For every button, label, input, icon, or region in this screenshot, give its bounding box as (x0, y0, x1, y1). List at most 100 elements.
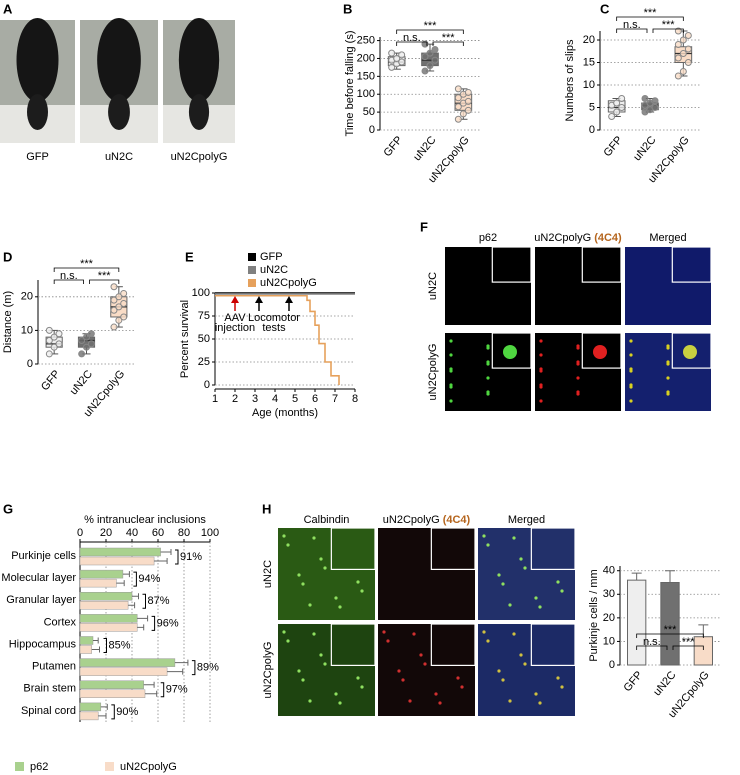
error-bar (665, 570, 675, 583)
x-tick-label: 2 (232, 393, 238, 405)
x-tick-label: 20 (100, 527, 112, 539)
y-tick-label: 250 (357, 34, 375, 46)
bar (693, 636, 714, 666)
y-tick-label: 0 (609, 659, 615, 671)
data-point (55, 340, 63, 348)
puncta (282, 534, 286, 538)
category-label: Cortex (44, 616, 77, 628)
significance-bracket (636, 633, 704, 638)
x-tick-label: 3 (252, 393, 258, 405)
overlap-bracket (191, 660, 196, 676)
puncta (539, 367, 543, 371)
data-point (421, 53, 429, 61)
data-point (388, 49, 396, 57)
significance-label: *** (664, 624, 678, 636)
overlap-bracket (175, 549, 179, 565)
data-point (608, 113, 616, 120)
x-tick-label: 7 (332, 393, 338, 405)
bar (79, 711, 99, 721)
puncta (482, 534, 486, 538)
puncta (539, 339, 543, 343)
puncta (666, 360, 670, 364)
puncta (401, 678, 405, 682)
significance-label: *** (424, 20, 438, 32)
puncta (576, 390, 580, 394)
significance-bracket (672, 645, 704, 650)
puncta (486, 390, 490, 394)
panel-letter: C (600, 1, 610, 16)
significance-label: *** (662, 19, 676, 31)
puncta (508, 699, 512, 703)
y-tick-label: 0 (369, 124, 375, 136)
overlap-label: 89% (197, 662, 219, 674)
data-point (110, 296, 118, 304)
puncta (556, 580, 560, 584)
inset (491, 246, 532, 283)
data-point (431, 46, 439, 54)
overlap-bracket (160, 682, 165, 698)
data-point (613, 108, 621, 116)
puncta (312, 632, 316, 636)
data-point (674, 72, 682, 80)
column-header: Merged (508, 514, 545, 526)
significance-bracket (89, 279, 120, 284)
significance-label: *** (682, 636, 696, 648)
puncta (460, 685, 464, 689)
puncta (523, 662, 527, 666)
legend-label: uN2CpolyG (120, 761, 177, 773)
data-point (115, 316, 123, 324)
y-tick-label: 50 (363, 106, 375, 118)
puncta (308, 699, 312, 703)
inset (581, 246, 622, 283)
puncta (286, 639, 290, 643)
error-bar (154, 558, 168, 564)
puncta (456, 676, 460, 680)
legend-label: GFP (260, 251, 283, 263)
data-point (464, 106, 472, 114)
x-tick-label: GFP (601, 134, 625, 159)
significance-label: n.s. (643, 636, 661, 648)
column-title: Calbindin (304, 514, 350, 526)
overlap-label: 97% (166, 684, 188, 696)
data-point (398, 51, 406, 59)
mouse-head (27, 94, 48, 130)
significance-bracket (53, 267, 120, 272)
overlap-label: 94% (138, 573, 160, 585)
y-tick-label: 100 (192, 287, 210, 299)
puncta (576, 344, 580, 348)
bar (79, 601, 129, 610)
y-tick-label: 75 (198, 310, 210, 322)
puncta (497, 669, 501, 673)
legend-swatch (15, 762, 24, 771)
puncta (449, 367, 453, 371)
y-tick-label: 200 (357, 52, 375, 64)
error-bar (93, 637, 99, 644)
x-tick-label: GFP (381, 134, 405, 159)
bar (79, 623, 138, 632)
x-axis-label: Age (months) (252, 407, 318, 419)
column-title: uN2CpolyG (534, 232, 591, 244)
x-tick-label: uN2C (631, 134, 658, 163)
puncta (319, 557, 323, 561)
data-point (78, 350, 86, 358)
data-point (78, 336, 86, 344)
puncta (508, 603, 512, 607)
error-bar (631, 572, 642, 581)
puncta (312, 536, 316, 540)
x-tick-label: 5 (292, 393, 298, 405)
data-point (83, 333, 90, 341)
inset (330, 623, 376, 667)
puncta (560, 589, 564, 593)
data-point (50, 343, 58, 351)
overlap-label: 87% (148, 595, 170, 607)
x-tick-label: 100 (201, 527, 219, 539)
puncta (538, 605, 542, 609)
puncta (412, 632, 416, 636)
bar (79, 667, 168, 676)
puncta (534, 692, 538, 696)
puncta (501, 582, 505, 586)
data-point (421, 67, 429, 75)
panel-letter: F (420, 219, 428, 234)
y-axis-label: Time before falling (s) (344, 31, 356, 137)
